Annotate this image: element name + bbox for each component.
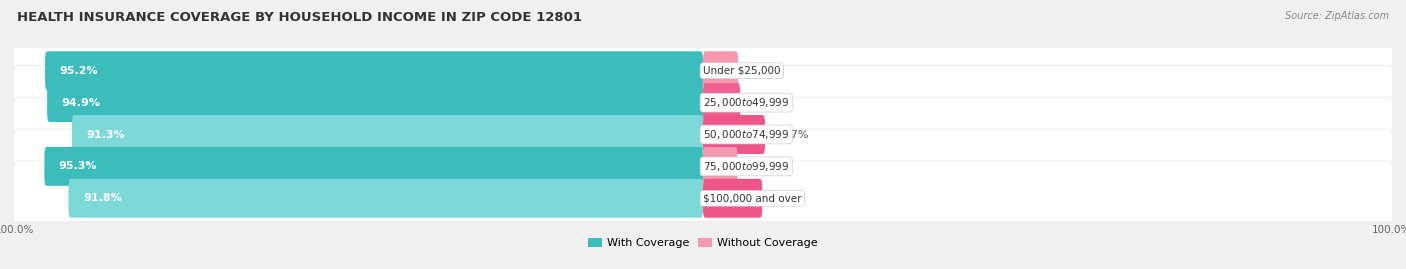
- FancyBboxPatch shape: [45, 147, 703, 186]
- Text: Under $25,000: Under $25,000: [703, 66, 780, 76]
- FancyBboxPatch shape: [72, 115, 703, 154]
- FancyBboxPatch shape: [703, 179, 762, 218]
- Text: 95.2%: 95.2%: [59, 66, 98, 76]
- Text: 8.7%: 8.7%: [780, 129, 808, 140]
- FancyBboxPatch shape: [13, 97, 1393, 172]
- Text: HEALTH INSURANCE COVERAGE BY HOUSEHOLD INCOME IN ZIP CODE 12801: HEALTH INSURANCE COVERAGE BY HOUSEHOLD I…: [17, 11, 582, 24]
- Text: 4.7%: 4.7%: [752, 161, 782, 171]
- Text: 8.3%: 8.3%: [778, 193, 806, 203]
- Text: 4.8%: 4.8%: [754, 66, 782, 76]
- Text: Source: ZipAtlas.com: Source: ZipAtlas.com: [1285, 11, 1389, 21]
- Text: 91.8%: 91.8%: [83, 193, 122, 203]
- Text: 95.3%: 95.3%: [59, 161, 97, 171]
- FancyBboxPatch shape: [703, 147, 738, 186]
- FancyBboxPatch shape: [48, 83, 703, 122]
- FancyBboxPatch shape: [13, 65, 1393, 140]
- Text: $100,000 and over: $100,000 and over: [703, 193, 801, 203]
- Text: $25,000 to $49,999: $25,000 to $49,999: [703, 96, 789, 109]
- FancyBboxPatch shape: [703, 83, 740, 122]
- Text: 94.9%: 94.9%: [62, 98, 101, 108]
- FancyBboxPatch shape: [45, 51, 703, 90]
- FancyBboxPatch shape: [69, 179, 703, 218]
- FancyBboxPatch shape: [13, 161, 1393, 236]
- Text: $50,000 to $74,999: $50,000 to $74,999: [703, 128, 789, 141]
- FancyBboxPatch shape: [703, 51, 738, 90]
- FancyBboxPatch shape: [703, 115, 765, 154]
- Text: 91.3%: 91.3%: [86, 129, 125, 140]
- Text: $75,000 to $99,999: $75,000 to $99,999: [703, 160, 789, 173]
- Legend: With Coverage, Without Coverage: With Coverage, Without Coverage: [583, 233, 823, 253]
- FancyBboxPatch shape: [13, 129, 1393, 204]
- FancyBboxPatch shape: [13, 33, 1393, 108]
- Text: 5.1%: 5.1%: [755, 98, 783, 108]
